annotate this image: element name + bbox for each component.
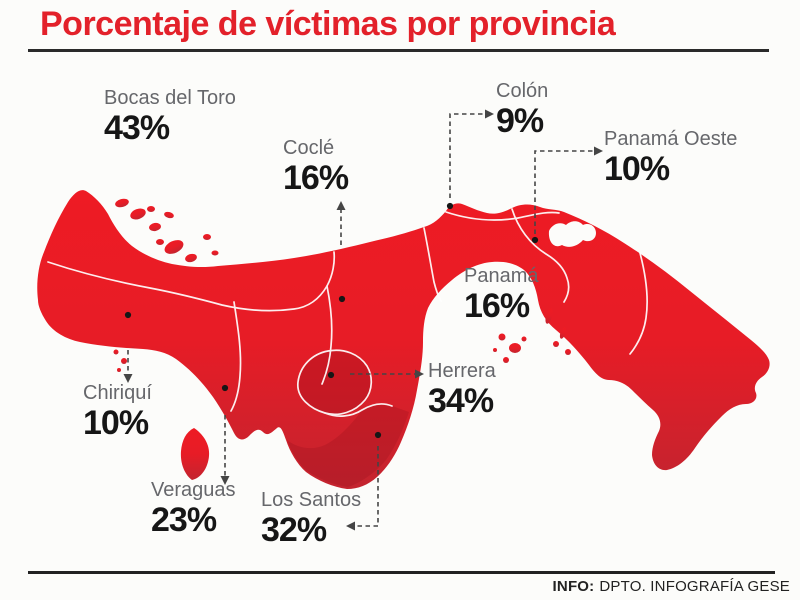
- page-title: Porcentaje de víctimas por provincia: [40, 5, 616, 43]
- province-label-colon: Colón 9%: [496, 81, 548, 138]
- province-value: 32%: [261, 511, 327, 549]
- pacific-islands: [113, 308, 571, 372]
- footer-credit-label: INFO:: [552, 578, 595, 595]
- province-value: 9%: [496, 102, 544, 140]
- province-name: Chiriquí: [83, 382, 152, 404]
- province-label-panama: Panamá 16%: [464, 266, 539, 323]
- footer-divider: [28, 571, 775, 574]
- province-borders: [47, 208, 648, 417]
- province-label-herrera: Herrera 34%: [428, 361, 496, 418]
- connector-lines: [127, 113, 594, 527]
- province-name: Panamá: [464, 265, 539, 287]
- bocas-islands: [115, 198, 219, 263]
- province-value: 10%: [604, 150, 670, 188]
- province-name: Veraguas: [151, 479, 236, 501]
- province-value: 16%: [283, 159, 349, 197]
- province-value: 16%: [464, 287, 530, 325]
- province-value: 34%: [428, 382, 494, 420]
- province-label-bocas-del-toro: Bocas del Toro 43%: [104, 88, 236, 145]
- province-label-panama-oeste: Panamá Oeste 10%: [604, 129, 737, 186]
- province-name: Bocas del Toro: [104, 87, 236, 109]
- province-label-cocle: Coclé 16%: [283, 137, 349, 197]
- footer-credit-text: DPTO. INFOGRAFÍA GESE: [599, 578, 790, 595]
- lake-gatun: [548, 221, 596, 247]
- map-landmass: [37, 190, 770, 489]
- province-name: Panamá Oeste: [604, 128, 738, 150]
- province-label-chiriqui: Chiriquí 10%: [83, 383, 152, 440]
- province-name: Colón: [496, 80, 549, 102]
- province-name: Los Santos: [261, 489, 362, 511]
- province-value: 23%: [151, 501, 217, 539]
- title-underline: [28, 49, 769, 52]
- province-name: Coclé: [283, 137, 335, 159]
- province-value: 43%: [104, 109, 170, 147]
- connector-arrowheads: [123, 109, 603, 531]
- province-name: Herrera: [428, 360, 496, 382]
- province-label-veraguas: Veraguas 23%: [151, 480, 236, 537]
- province-label-los-santos: Los Santos 32%: [261, 490, 361, 547]
- footer-credit: INFO: DPTO. INFOGRAFÍA GESE: [553, 578, 790, 595]
- province-value: 10%: [83, 404, 149, 442]
- map-dots: [124, 202, 539, 439]
